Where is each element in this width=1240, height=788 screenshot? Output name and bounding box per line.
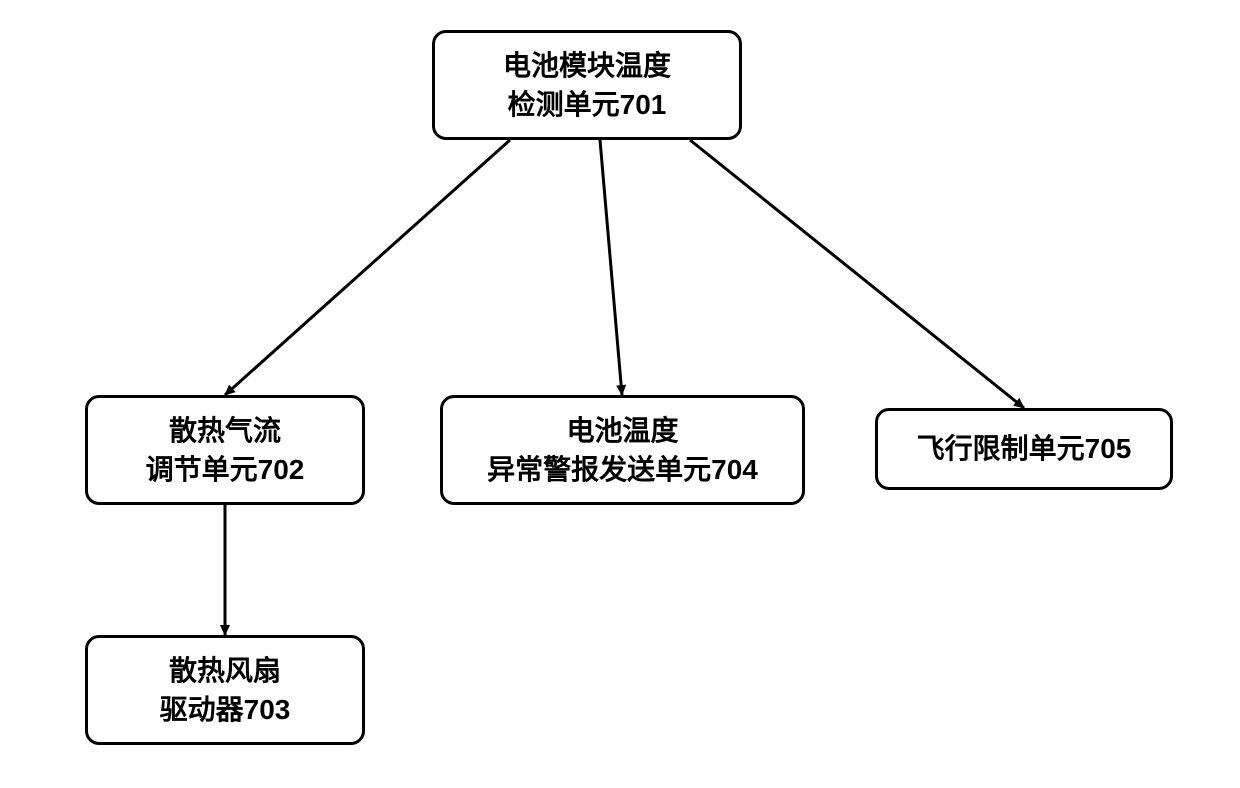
node-label-line1: 飞行限制单元705 bbox=[917, 429, 1132, 468]
edge-701-704 bbox=[600, 140, 622, 395]
node-703: 散热风扇驱动器703 bbox=[85, 635, 365, 745]
node-701: 电池模块温度检测单元701 bbox=[432, 30, 742, 140]
node-704: 电池温度异常警报发送单元704 bbox=[440, 395, 805, 505]
node-label-line2: 异常警报发送单元704 bbox=[487, 450, 758, 489]
node-705: 飞行限制单元705 bbox=[875, 408, 1173, 490]
edge-701-702 bbox=[225, 140, 510, 395]
node-label-line1: 散热风扇 bbox=[169, 651, 281, 690]
edge-701-705 bbox=[690, 140, 1024, 408]
node-label-line2: 调节单元702 bbox=[146, 450, 305, 489]
node-702: 散热气流调节单元702 bbox=[85, 395, 365, 505]
node-label-line1: 电池模块温度 bbox=[503, 46, 671, 85]
node-label-line2: 检测单元701 bbox=[508, 85, 667, 124]
node-label-line1: 电池温度 bbox=[566, 411, 678, 450]
node-label-line1: 散热气流 bbox=[169, 411, 281, 450]
node-label-line2: 驱动器703 bbox=[160, 690, 291, 729]
